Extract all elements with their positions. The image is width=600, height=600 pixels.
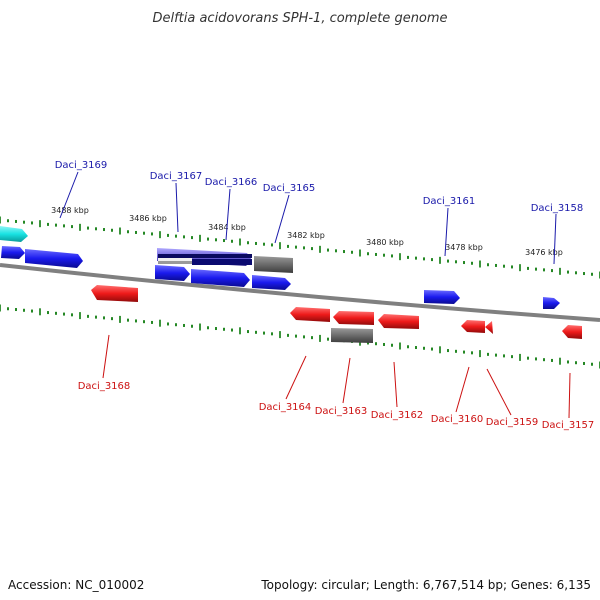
gene-arrow[interactable] <box>485 321 493 334</box>
accession-label: Accession: NC_010002 <box>8 578 145 592</box>
gene-label-reverse[interactable]: Daci_3168 <box>78 381 131 392</box>
gene-bar-dark[interactable] <box>158 254 252 258</box>
gene-label-reverse[interactable]: Daci_3159 <box>486 417 539 428</box>
gene-arrow[interactable] <box>543 297 560 309</box>
genome-summary: Topology: circular; Length: 6,767,514 bp… <box>261 578 591 592</box>
gene-box-grey[interactable] <box>254 256 293 273</box>
gene-arrow[interactable] <box>191 269 250 287</box>
forward-leader-lines <box>59 171 557 265</box>
genome-backbone <box>0 263 600 322</box>
kbp-label: 3482 kbp <box>287 231 325 240</box>
gene-arrow[interactable] <box>1 246 25 259</box>
gene-label-forward[interactable]: Daci_3158 <box>531 203 584 214</box>
gene-arrow[interactable] <box>25 249 83 268</box>
gene-arrow[interactable] <box>461 320 485 333</box>
gene-arrow-cyan[interactable] <box>0 226 28 242</box>
gene-box-grey[interactable] <box>331 328 373 343</box>
gene-arrow[interactable] <box>378 314 419 329</box>
gene-arrow[interactable] <box>424 290 460 304</box>
gene-arrow[interactable] <box>290 307 330 322</box>
gene-label-reverse[interactable]: Daci_3163 <box>315 406 368 417</box>
gene-arrow[interactable] <box>562 325 582 339</box>
gene-arrow[interactable] <box>155 265 190 281</box>
gene-arrow[interactable] <box>333 311 374 325</box>
forward-genes <box>0 226 560 309</box>
gene-label-forward[interactable]: Daci_3167 <box>150 171 203 182</box>
gene-bar-white[interactable] <box>158 258 192 261</box>
gene-arrow[interactable] <box>91 285 138 302</box>
gene-label-reverse[interactable]: Daci_3164 <box>259 402 312 413</box>
gene-label-forward[interactable]: Daci_3161 <box>423 196 476 207</box>
kbp-label: 3476 kbp <box>525 248 563 257</box>
gene-bar-dark[interactable] <box>192 259 252 265</box>
gene-arrow[interactable] <box>252 275 291 290</box>
kbp-label: 3478 kbp <box>445 243 483 252</box>
gene-bar-grey[interactable] <box>158 261 192 264</box>
kbp-label: 3480 kbp <box>366 238 404 247</box>
reverse-genes <box>91 285 582 343</box>
gene-label-reverse[interactable]: Daci_3160 <box>431 414 484 425</box>
gene-label-reverse[interactable]: Daci_3157 <box>542 420 595 431</box>
gene-label-forward[interactable]: Daci_3169 <box>55 160 108 171</box>
kbp-label: 3486 kbp <box>129 214 167 223</box>
gene-label-reverse[interactable]: Daci_3162 <box>371 410 424 421</box>
reverse-leader-lines <box>102 334 571 419</box>
gene-label-forward[interactable]: Daci_3165 <box>263 183 316 194</box>
forward-scale-ticks <box>0 216 600 279</box>
map-title: Delftia acidovorans SPH-1, complete geno… <box>152 11 447 26</box>
kbp-label: 3488 kbp <box>51 206 89 215</box>
gene-label-forward[interactable]: Daci_3166 <box>205 177 258 188</box>
